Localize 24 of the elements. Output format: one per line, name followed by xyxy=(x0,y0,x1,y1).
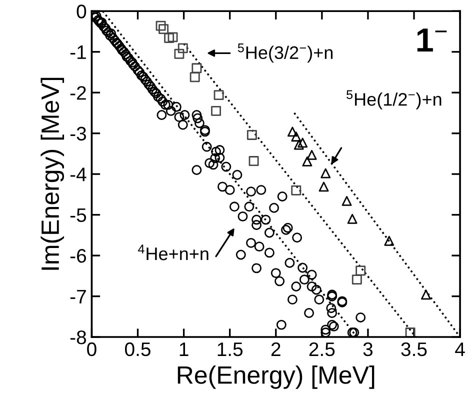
y-tick-label: -1 xyxy=(70,46,86,59)
x-tick-label: 2.5 xyxy=(309,342,335,356)
y-tick-label: -5 xyxy=(70,208,86,222)
y-tick-label: -2 xyxy=(70,86,86,100)
x-tick-label: 0 xyxy=(87,342,96,356)
x-tick-label: 1.5 xyxy=(218,342,243,356)
x-tick-label: 3 xyxy=(363,342,373,356)
y-tick-label: 0 xyxy=(76,4,86,18)
annotation: 1$^{−}$ xyxy=(417,28,447,52)
y-tick-label: -8 xyxy=(70,330,86,344)
x-axis-title: Re(Energy) [MeV] xyxy=(178,366,374,389)
y-tick-label: -7 xyxy=(70,290,86,304)
y-axis-title: Im(Energy) [MeV] xyxy=(40,78,64,270)
x-tick-label: 3.5 xyxy=(401,342,427,356)
x-tick-label: 2 xyxy=(271,342,280,356)
annotation: $^{4}$He+n+n xyxy=(138,244,208,260)
x-tick-label: 0.5 xyxy=(125,342,150,356)
annotation: $^{5}$He(1/2$^{−}$)+n xyxy=(346,90,442,110)
x-tick-label: 1 xyxy=(180,342,188,356)
annotation: $^{5}$He(3/2$^{−}$)+n xyxy=(238,44,333,63)
y-tick-label: -4 xyxy=(70,168,86,182)
y-tick-label: -6 xyxy=(70,249,86,263)
x-tick-label: 4 xyxy=(455,342,465,356)
y-tick-label: -3 xyxy=(70,126,86,141)
